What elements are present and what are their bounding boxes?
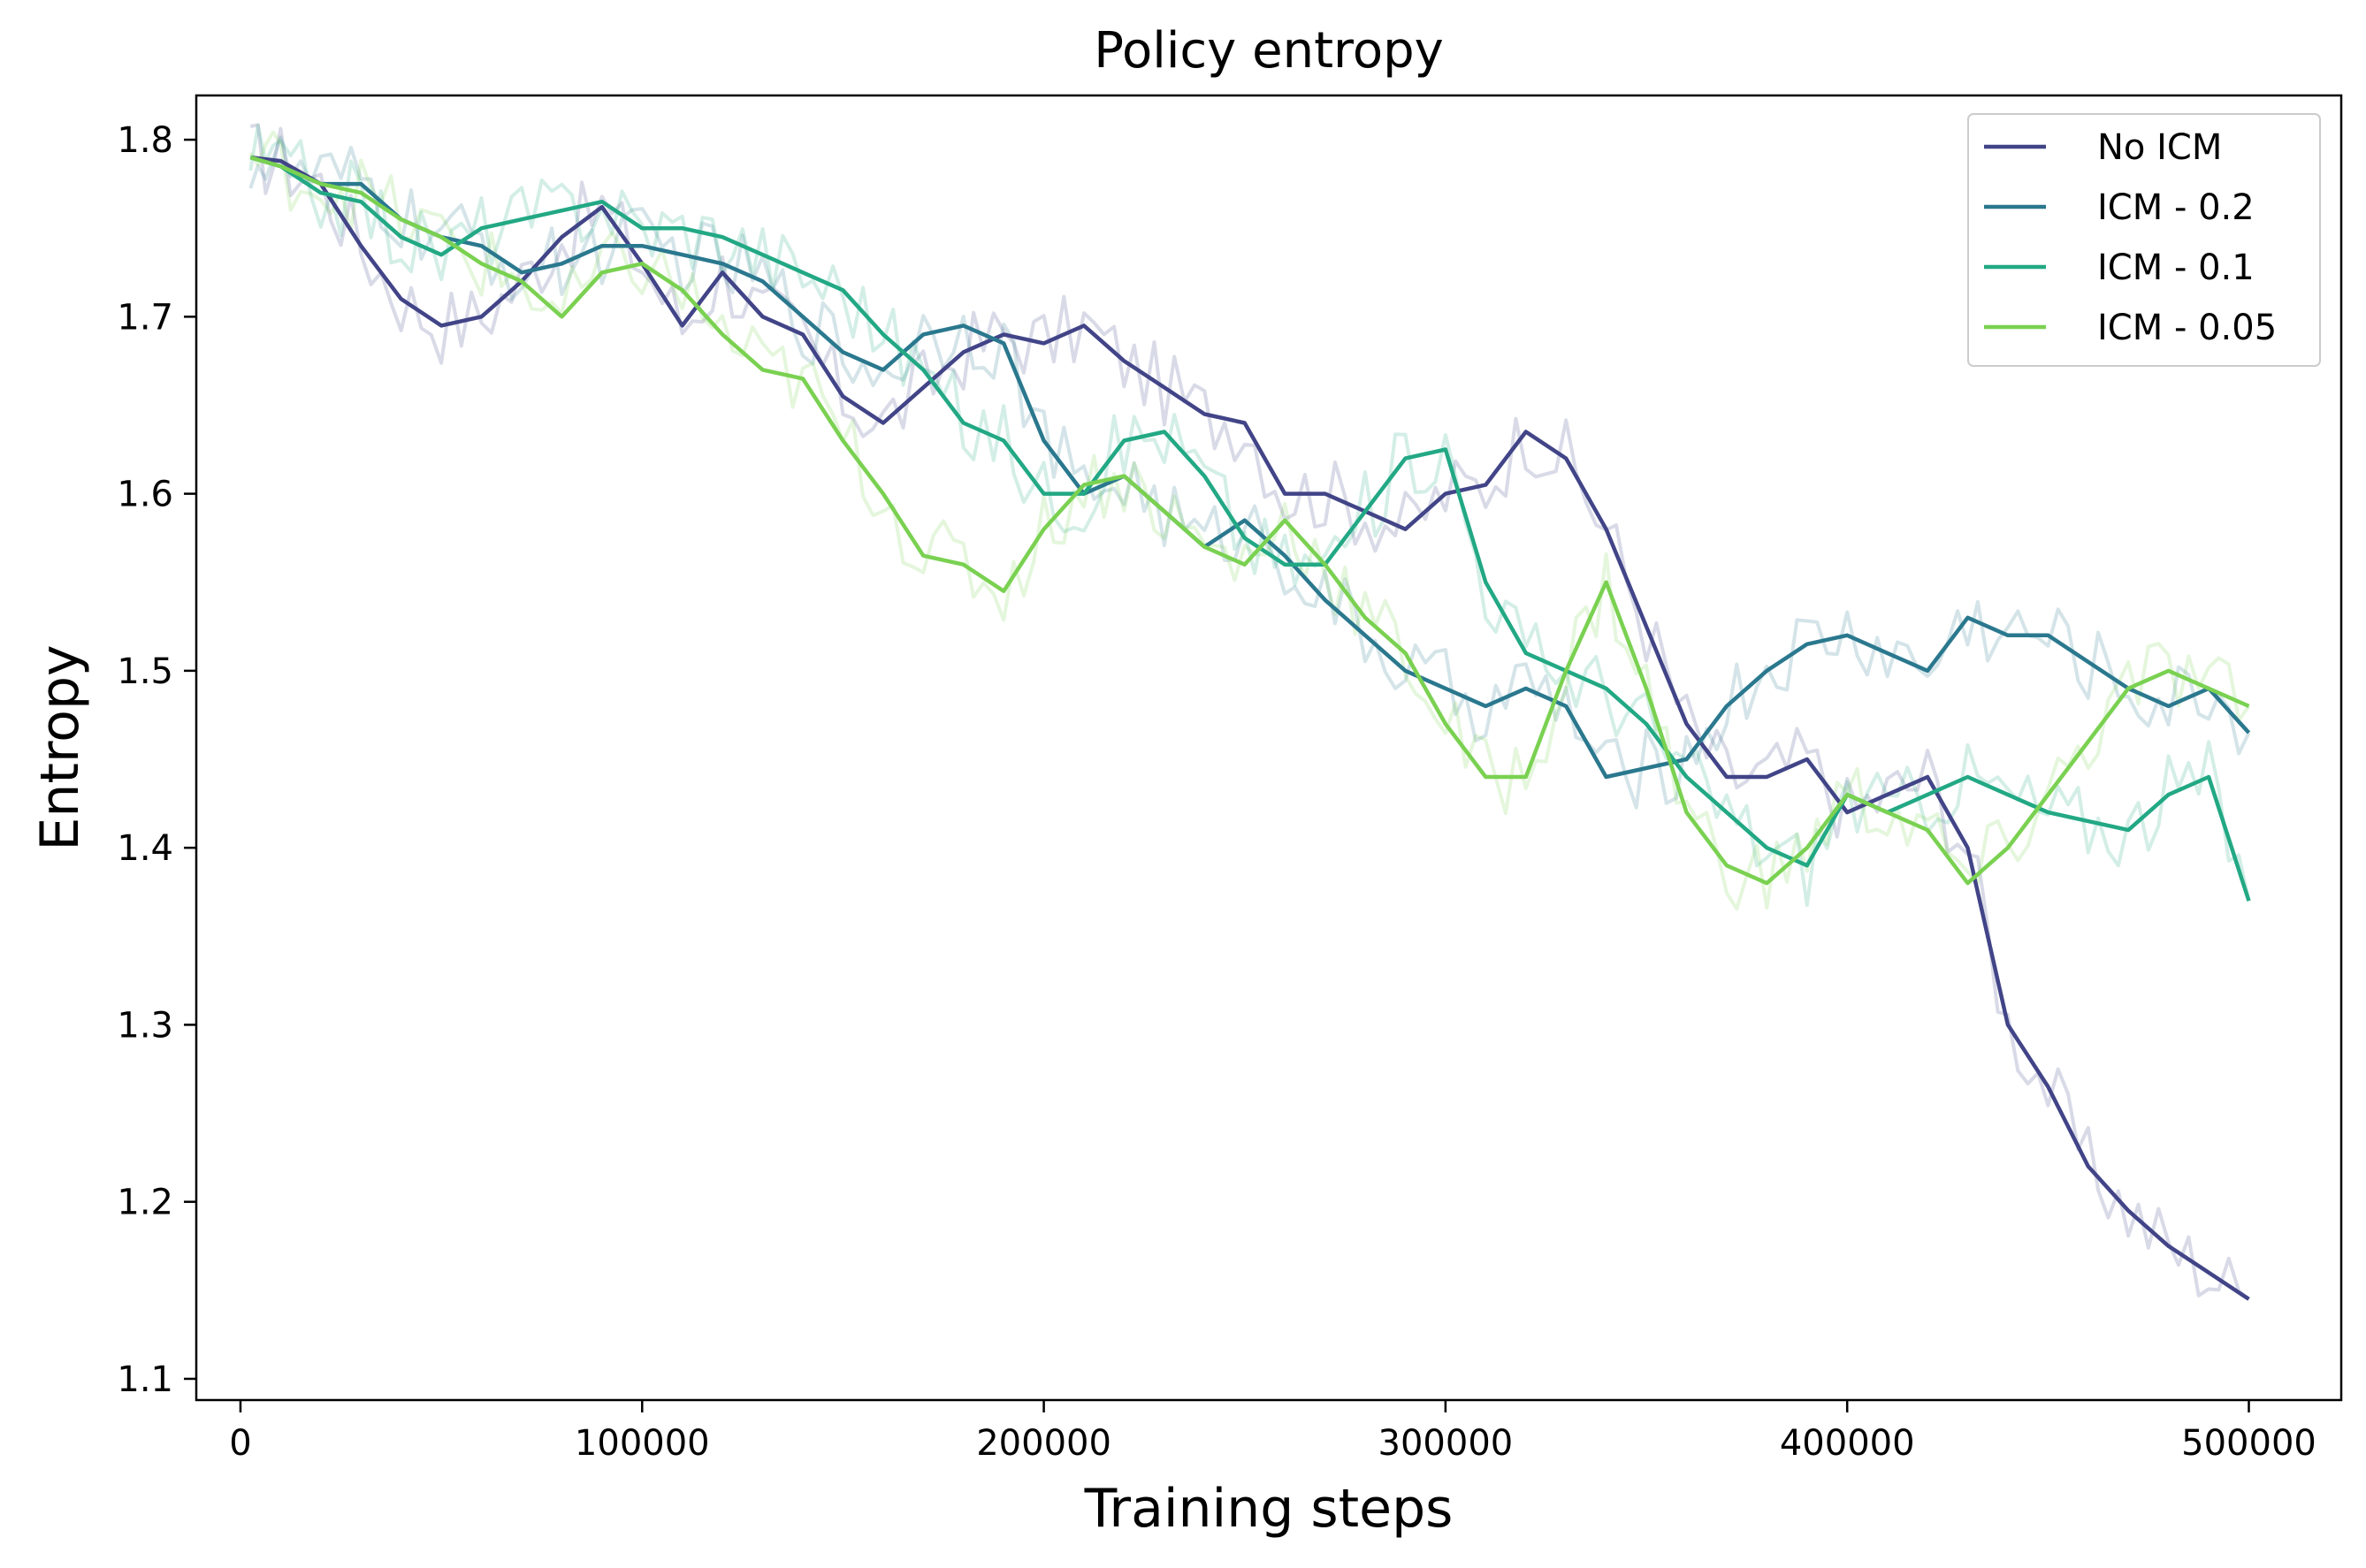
y-tick-label: 1.3	[117, 1005, 173, 1046]
series-raw-line-0	[249, 123, 2250, 1301]
legend-label: ICM - 0.2	[2097, 187, 2255, 228]
series-line-1	[249, 155, 2251, 780]
x-axis: 0 100000 200000 300000 400000 500000	[229, 1400, 2316, 1464]
x-tick-label: 100000	[575, 1423, 710, 1464]
x-tick-label: 0	[229, 1423, 251, 1464]
legend-label: ICM - 0.05	[2097, 308, 2277, 348]
x-tick-label: 300000	[1378, 1423, 1514, 1464]
series-line-2	[249, 155, 2251, 902]
smoothed-series-layer	[249, 155, 2251, 1301]
plot-area-frame	[195, 94, 2343, 1402]
y-tick-label: 1.8	[117, 120, 173, 161]
legend: No ICM ICM - 0.2 ICM - 0.1 ICM - 0.05	[1967, 113, 2321, 367]
chart-title: Policy entropy	[1094, 22, 1444, 80]
y-tick-label: 1.2	[117, 1183, 173, 1223]
legend-box	[1967, 113, 2321, 367]
y-tick-label: 1.1	[117, 1359, 173, 1400]
legend-label: ICM - 0.1	[2097, 247, 2255, 288]
y-tick-label: 1.5	[117, 651, 173, 692]
raw-series-layer	[248, 123, 2251, 1301]
legend-label: No ICM	[2097, 127, 2222, 168]
x-tick-label: 200000	[976, 1423, 1111, 1464]
series-raw-line-1	[248, 135, 2251, 810]
x-axis-label: Training steps	[1084, 1478, 1454, 1540]
series-raw-line-2	[248, 124, 2251, 908]
y-tick-label: 1.6	[117, 475, 173, 515]
x-tick-label: 500000	[2181, 1423, 2316, 1464]
series-line-3	[249, 155, 2250, 886]
x-tick-label: 400000	[1780, 1423, 1915, 1464]
y-axis: 1.1 1.2 1.3 1.4 1.5 1.6 1.7 1.8	[117, 120, 196, 1400]
y-tick-label: 1.4	[117, 828, 173, 869]
y-tick-label: 1.7	[117, 297, 173, 338]
series-line-0	[250, 155, 2250, 1301]
y-axis-label: Entropy	[29, 644, 91, 850]
